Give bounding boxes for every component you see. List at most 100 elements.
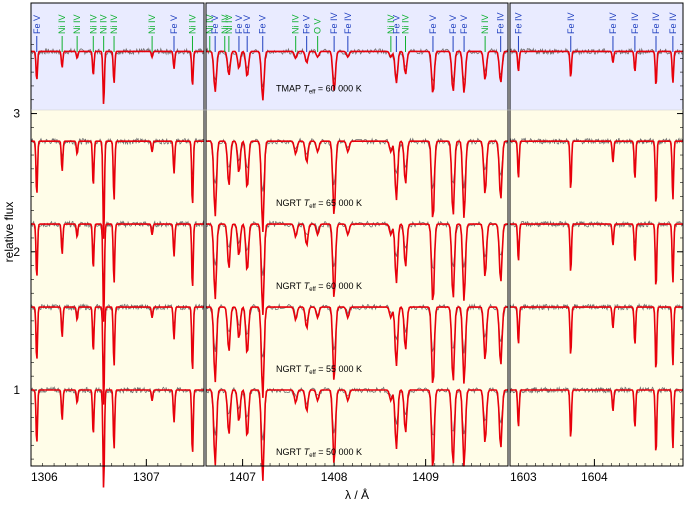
ident-label: Fe IV <box>513 12 523 34</box>
x-tick-label: 1409 <box>412 470 439 484</box>
line-identification-layer: Fe V Ni IV Ni IV Ni IV Ni IV Ni IV Ni IV Fe V Ni… <box>32 12 678 52</box>
ident-label: Fe IV <box>329 12 339 34</box>
teff-subscript: eff <box>309 453 316 459</box>
panel-frame-1 <box>30 2 205 467</box>
frame-layer <box>30 2 684 467</box>
model-name: NGRT <box>276 198 304 208</box>
ident-label: Ni IV <box>291 14 301 34</box>
ident-label: Ni IV <box>187 14 197 34</box>
ngrt-background-panel-2 <box>206 110 508 466</box>
teff-symbol: T <box>304 198 311 208</box>
ident-label: Fe V <box>459 15 469 34</box>
ngrt-background-panel-1 <box>31 110 204 466</box>
ident-label: Ni IV <box>99 14 109 34</box>
teff-symbol: T <box>304 281 311 291</box>
model-name: NGRT <box>276 447 304 457</box>
y-axis-label: relative flux <box>2 202 16 263</box>
ident-label: Ni IV <box>220 14 230 34</box>
ident-label: Fe V <box>242 15 252 34</box>
ident-label: Ni IV <box>57 14 67 34</box>
ident-label: Ni IV <box>72 14 82 34</box>
teff-value: = 55 000 K <box>316 364 362 374</box>
model-spectrum-ngrt-2 <box>31 140 204 239</box>
ident-label: Fe V <box>391 15 401 34</box>
spectra-layer <box>30 47 684 488</box>
model-name: NGRT <box>276 281 304 291</box>
y-tick-label: 2 <box>13 245 20 259</box>
model-spectrum-ngrt-3 <box>510 223 683 285</box>
ident-label: Ni IV <box>224 14 234 34</box>
ident-label: Fe IV <box>608 12 618 34</box>
x-tick-label: 1307 <box>133 470 160 484</box>
tmap-background-panel-2 <box>206 3 508 110</box>
teff-symbol: T <box>304 364 311 374</box>
ident-label: Fe V <box>428 15 438 34</box>
model-spectrum-ngrt-3 <box>206 222 508 315</box>
model-label: NGRT Teff = 65 000 K <box>276 198 362 210</box>
model-label: TMAP Teff = 60 000 K <box>276 83 362 95</box>
ident-label: Fe V <box>32 15 42 34</box>
label-layer: 1 2 3 1306 1307 1407 1408 1409 1603 1604 TMAP Teff… <box>13 83 608 484</box>
model-label: NGRT Teff = 60 000 K <box>276 281 362 293</box>
teff-value: = 65 000 K <box>316 198 362 208</box>
model-label: NGRT Teff = 50 000 K <box>276 447 362 459</box>
teff-value: = 60 000 K <box>316 281 362 291</box>
teff-value: = 50 000 K <box>316 447 362 457</box>
panel-frame-3 <box>509 2 684 467</box>
ident-label: Fe V <box>169 15 179 34</box>
x-tick-label: 1306 <box>31 470 58 484</box>
ident-label: O V <box>313 18 323 34</box>
model-label: NGRT Teff = 55 000 K <box>276 364 362 376</box>
ident-label: Fe V <box>234 15 244 34</box>
teff-symbol: T <box>303 83 310 93</box>
ident-label: Fe V <box>448 15 458 34</box>
x-axis-label: λ / Å <box>345 487 369 502</box>
ident-label: Ni IV <box>401 14 411 34</box>
teff-subscript: eff <box>309 89 316 95</box>
ident-label: Fe V <box>302 15 312 34</box>
x-tick-label: 1604 <box>581 470 608 484</box>
x-tick-label: 1408 <box>321 470 348 484</box>
model-spectrum-tmap-1 <box>206 50 508 101</box>
ident-label: Fe IV <box>668 12 678 34</box>
ident-label: Ni IV <box>205 14 215 34</box>
model-name: TMAP <box>276 83 303 93</box>
teff-symbol: T <box>304 447 311 457</box>
model-spectrum-ngrt-3 <box>31 223 204 322</box>
ident-label: Fe IV <box>343 12 353 34</box>
ident-label: Ni IV <box>480 14 490 34</box>
ident-label: Fe IV <box>651 12 661 34</box>
model-spectrum-ngrt-5 <box>31 389 204 488</box>
model-spectrum-ngrt-5 <box>510 389 683 451</box>
ident-label: Fe IV <box>566 12 576 34</box>
model-spectrum-ngrt-5 <box>206 388 508 481</box>
x-tick-label: 1603 <box>510 470 537 484</box>
model-spectrum-ngrt-4 <box>31 306 204 405</box>
ident-label: Ni IV <box>109 14 119 34</box>
model-spectrum-tmap-1 <box>510 50 683 85</box>
teff-subscript: eff <box>309 370 316 376</box>
teff-subscript: eff <box>309 287 316 293</box>
model-spectrum-ngrt-2 <box>510 140 683 202</box>
model-spectrum-tmap-1 <box>31 50 204 104</box>
ident-label: Ni IV <box>147 14 157 34</box>
ident-label: Fe IV <box>496 12 506 34</box>
model-name: NGRT <box>276 364 304 374</box>
y-tick-label: 3 <box>13 107 20 121</box>
y-tick-label: 1 <box>13 383 20 397</box>
ident-label: Ni IV <box>386 14 396 34</box>
panel-frame-2 <box>205 2 509 467</box>
x-tick-label: 1407 <box>229 470 256 484</box>
model-spectrum-ngrt-4 <box>206 306 508 398</box>
teff-value: = 60 000 K <box>315 83 361 93</box>
ident-label: Fe V <box>210 15 220 34</box>
model-spectrum-ngrt-2 <box>206 140 508 233</box>
ident-label: Ni IV <box>88 14 98 34</box>
ident-label: Fe V <box>258 15 268 34</box>
observed-spectrum-ngrt-2 <box>205 137 509 192</box>
background-layer <box>31 3 683 466</box>
teff-subscript: eff <box>309 204 316 210</box>
ident-label: Fe IV <box>630 12 640 34</box>
model-spectrum-ngrt-4 <box>510 306 683 368</box>
